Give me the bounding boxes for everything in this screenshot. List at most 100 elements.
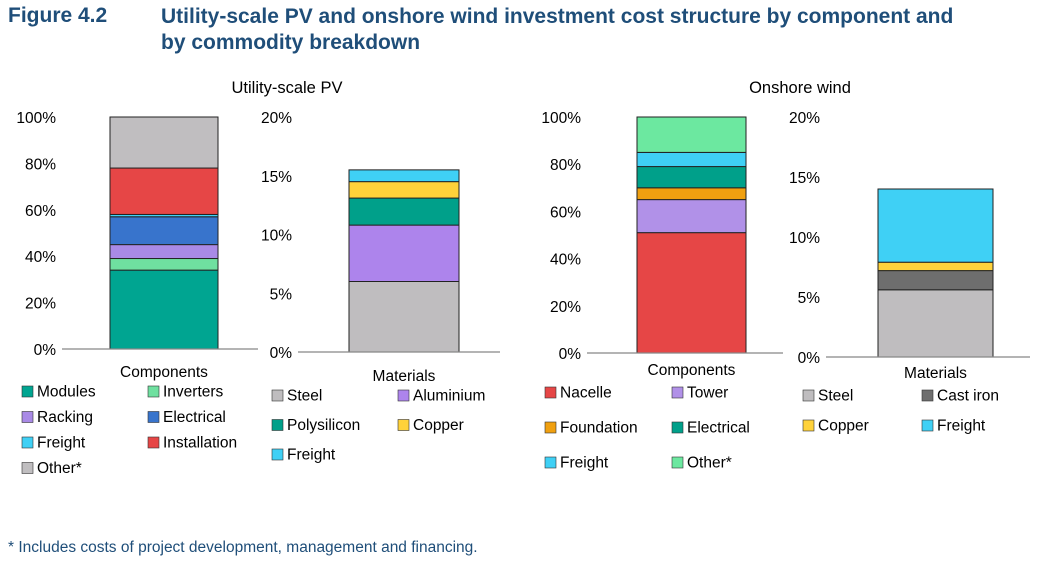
legend-item: Copper [802, 418, 869, 435]
wind-materials-bar-freight [877, 188, 994, 263]
legend-label: Nacelle [560, 385, 612, 402]
legend-label: Copper [818, 418, 869, 435]
pv-components-legend: Modules Inverters Racking Electrical Freight… [21, 384, 237, 477]
legend-label: Installation [163, 435, 237, 452]
legend-swatch [21, 462, 34, 474]
legend-label: Freight [560, 455, 609, 472]
legend-item: Tower [671, 385, 728, 402]
legend-item: Cast iron [921, 388, 999, 405]
legend-swatch [544, 386, 557, 399]
legend-label: Freight [287, 447, 336, 464]
wind-materials-bar-cast-iron [877, 270, 994, 291]
wind-materials-y-tick: 0% [798, 350, 821, 367]
wind-components-y-tick: 0% [559, 346, 582, 363]
pv-materials-legend: Steel Aluminium Polysilicon Copper Freight [271, 388, 485, 464]
wind-materials-y-tick: 20% [789, 110, 820, 127]
legend-label: Modules [37, 384, 96, 401]
wind-components-y-tick: 60% [550, 204, 581, 221]
legend-label: Foundation [560, 420, 638, 437]
pv-materials-y-tick: 5% [270, 286, 293, 303]
figure-header: Figure 4.2 Utility-scale PV and onshore … [6, 2, 1046, 58]
legend-label: Steel [287, 388, 322, 405]
legend-item: Aluminium [397, 388, 485, 405]
legend-item: Steel [271, 388, 322, 405]
legend-swatch [271, 419, 284, 431]
legend-item: Racking [21, 409, 93, 426]
pv-components-bar-racking [109, 244, 219, 260]
wind-materials-legend: Steel Cast iron Copper Freight [802, 388, 999, 435]
wind-materials-bar-copper [877, 261, 994, 272]
legend-swatch [21, 385, 34, 398]
legend-label: Other* [37, 460, 82, 477]
pv-components-chart: Utility-scale PV 0% 20% 40% 60% 80% 100% Compon… [16, 79, 342, 477]
legend-label: Aluminium [413, 388, 485, 405]
legend-swatch [397, 419, 410, 431]
legend-swatch [544, 456, 557, 469]
legend-item: Electrical [671, 420, 750, 437]
legend-swatch [802, 389, 815, 402]
pv-materials-y-tick: 15% [261, 169, 292, 186]
wind-components-legend: Nacelle Tower Foundation Electrical Freight O… [544, 385, 750, 472]
wind-components-y-tick: 80% [550, 157, 581, 174]
legend-swatch [397, 389, 410, 402]
wind-materials-y-tick: 5% [798, 290, 821, 307]
wind-components-y-tick: 40% [550, 252, 581, 269]
wind-components-bar-other- [636, 116, 747, 153]
wind-materials-chart: 0% 5% 10% 15% 20% Materials Steel Cast iron Copp… [789, 110, 1030, 435]
pv-materials-y-tick: 0% [270, 345, 293, 362]
pv-components-y-tick: 60% [25, 203, 56, 220]
legend-swatch [147, 436, 160, 449]
pv-components-y-tick: 0% [34, 342, 57, 359]
pv-materials-category-label: Materials [373, 368, 436, 385]
legend-swatch [147, 411, 160, 423]
legend-label: Cast iron [937, 388, 999, 405]
figure-title: Utility-scale PV and onshore wind invest… [161, 5, 954, 54]
legend-item: Electrical [147, 409, 226, 426]
pv-components-bar-electrical [109, 216, 219, 246]
wind-components-bar-electrical [636, 166, 747, 189]
wind-components-y-tick: 100% [541, 110, 581, 127]
legend-label: Steel [818, 388, 853, 405]
wind-components-y-tick: 20% [550, 299, 581, 316]
legend-swatch [921, 419, 934, 432]
legend-swatch [271, 389, 284, 402]
footnote: * Includes costs of project development,… [8, 539, 478, 556]
pv-components-y-tick: 40% [25, 249, 56, 266]
pv-components-title: Utility-scale PV [232, 79, 343, 97]
legend-item: Freight [544, 455, 609, 472]
legend-item: Other* [671, 455, 732, 472]
pv-components-bar-inverters [109, 258, 219, 271]
wind-materials-y-tick: 10% [789, 230, 820, 247]
legend-swatch [271, 448, 284, 461]
legend-label: Tower [687, 385, 728, 402]
legend-label: Racking [37, 409, 93, 426]
pv-materials-bar-steel [348, 281, 460, 353]
pv-components-bar-modules [109, 269, 219, 350]
legend-swatch [671, 421, 684, 434]
pv-materials-bar-freight [348, 169, 460, 183]
wind-components-category-label: Components [648, 362, 736, 379]
legend-item: Polysilicon [271, 417, 360, 434]
legend-swatch [147, 385, 160, 398]
legend-swatch [671, 386, 684, 399]
legend-label: Freight [37, 435, 86, 452]
legend-item: Installation [147, 435, 237, 452]
legend-item: Copper [397, 417, 464, 434]
wind-components-bar-foundation [636, 187, 747, 201]
legend-label: Polysilicon [287, 417, 360, 434]
legend-swatch [802, 419, 815, 432]
legend-swatch [921, 389, 934, 402]
pv-materials-y-tick: 20% [261, 110, 292, 127]
wind-components-bar-tower [636, 199, 747, 234]
pv-components-category-label: Components [120, 364, 208, 381]
legend-label: Electrical [687, 420, 750, 437]
legend-item: Freight [21, 435, 86, 452]
legend-item: Freight [921, 418, 986, 435]
pv-materials-bar-aluminium [348, 224, 460, 283]
legend-swatch [544, 421, 557, 434]
legend-item: Other* [21, 460, 82, 477]
legend-item: Steel [802, 388, 853, 405]
pv-materials-bar-copper [348, 181, 460, 199]
wind-components-bar-freight [636, 151, 747, 168]
